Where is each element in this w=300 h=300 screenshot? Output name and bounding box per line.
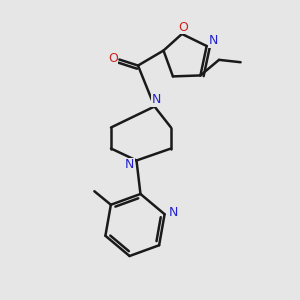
- Text: N: N: [151, 93, 161, 106]
- Text: N: N: [125, 158, 135, 172]
- Text: N: N: [168, 206, 178, 219]
- Text: O: O: [108, 52, 118, 64]
- Text: O: O: [178, 21, 188, 34]
- Text: N: N: [208, 34, 218, 47]
